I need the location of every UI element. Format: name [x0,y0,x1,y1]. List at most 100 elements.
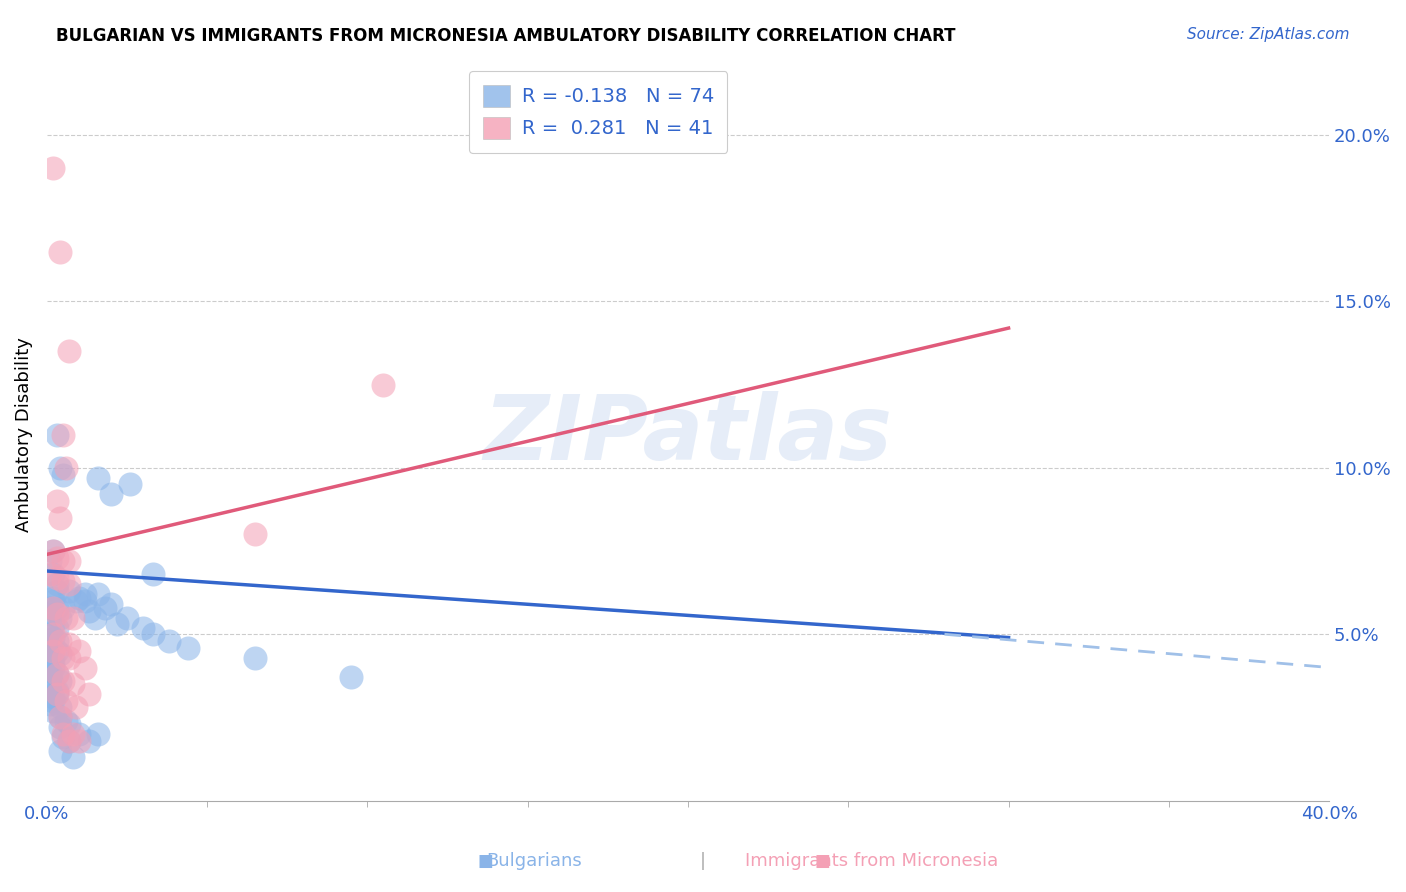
Point [48,720,70,734]
Text: ■: ■ [814,852,831,870]
Point [142,567,165,582]
Point [62,750,84,764]
Point [100,487,122,501]
Point [52,673,75,688]
Point [39,600,62,615]
Point [48,460,70,475]
Point [93,600,115,615]
Point [58,577,80,591]
Point [84,610,107,624]
Text: BULGARIAN VS IMMIGRANTS FROM MICRONESIA AMBULATORY DISABILITY CORRELATION CHART: BULGARIAN VS IMMIGRANTS FROM MICRONESIA … [56,27,956,45]
Point [52,731,75,745]
Point [42,544,65,558]
Point [42,704,65,718]
Point [45,607,67,622]
Point [42,161,65,176]
Point [52,574,75,588]
Point [373,377,395,392]
Point [42,631,65,645]
Point [67,727,90,741]
Point [132,621,155,635]
Point [45,667,67,681]
Point [39,664,62,678]
Point [48,710,70,724]
Point [42,627,65,641]
Point [55,714,77,728]
Point [45,600,67,615]
Point [48,510,70,524]
Point [45,687,67,701]
Text: Immigrants from Micronesia: Immigrants from Micronesia [745,852,998,870]
Point [42,677,65,691]
Point [120,477,142,491]
Point [62,610,84,624]
Point [52,727,75,741]
Point [42,600,65,615]
Point [67,644,90,658]
Point [42,660,65,674]
Point [48,700,70,714]
Text: Bulgarians: Bulgarians [486,852,582,870]
Point [62,677,84,691]
Point [75,660,97,674]
Point [55,460,77,475]
Point [42,617,65,632]
Point [48,647,70,661]
Point [107,617,129,632]
Point [58,733,80,747]
Point [48,673,70,688]
Point [58,344,80,359]
Point [177,640,200,655]
Point [45,550,67,565]
Legend: R = -0.138   N = 74, R =  0.281   N = 41: R = -0.138 N = 74, R = 0.281 N = 41 [470,71,727,153]
Point [45,667,67,681]
Point [55,610,77,624]
Point [39,697,62,711]
Point [58,650,80,665]
Point [39,671,62,685]
Point [42,544,65,558]
Point [45,571,67,585]
Point [52,554,75,568]
Point [100,597,122,611]
Point [52,467,75,482]
Point [39,640,62,655]
Point [115,610,138,624]
Point [67,591,90,605]
Text: Source: ZipAtlas.com: Source: ZipAtlas.com [1187,27,1350,42]
Point [39,607,62,622]
Point [48,744,70,758]
Point [45,427,67,442]
Point [67,733,90,747]
Point [42,650,65,665]
Text: ■: ■ [477,852,494,870]
Point [245,650,267,665]
Point [52,650,75,665]
Point [62,727,84,741]
Point [45,494,67,508]
Y-axis label: Ambulatory Disability: Ambulatory Disability [15,337,32,532]
Text: |: | [700,852,706,870]
Point [55,694,77,708]
Point [77,604,100,618]
Point [77,687,100,701]
Point [52,600,75,615]
Point [45,584,67,599]
Point [42,567,65,582]
Point [87,471,110,485]
Point [42,594,65,608]
Point [39,681,62,695]
Point [42,694,65,708]
Point [58,584,80,599]
Point [48,610,70,624]
Point [42,690,65,705]
Point [39,627,62,641]
Point [245,527,267,541]
Point [42,657,65,672]
Point [45,577,67,591]
Point [39,654,62,668]
Point [39,637,62,651]
Point [58,733,80,747]
Point [75,587,97,601]
Point [45,687,67,701]
